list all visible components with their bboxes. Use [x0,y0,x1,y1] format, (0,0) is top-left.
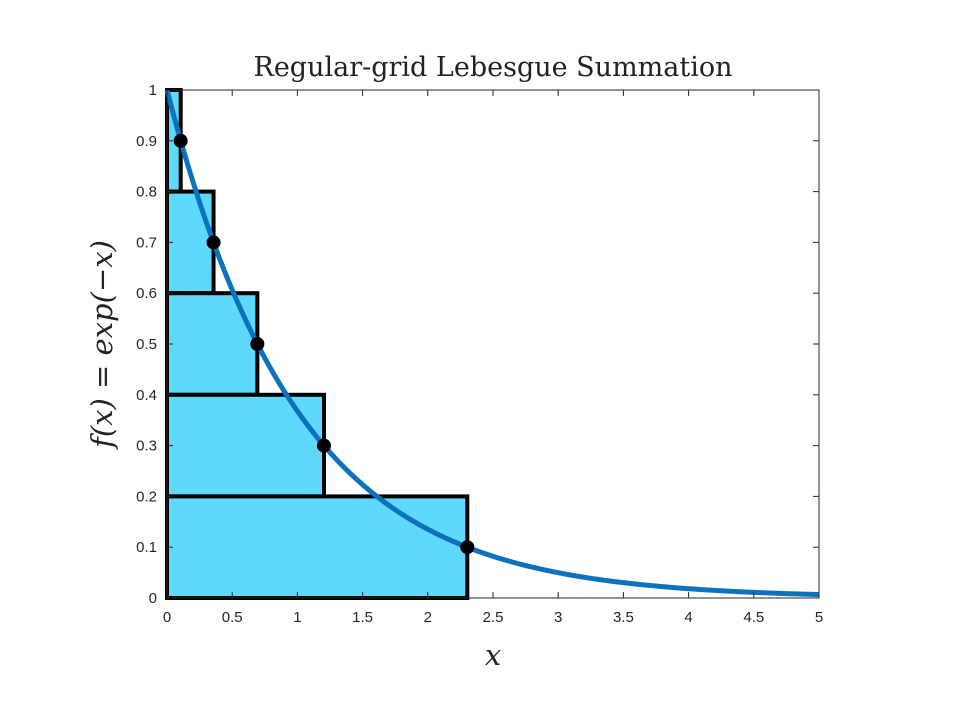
chart-title: Regular-grid Lebesgue Summation [253,52,732,83]
y-tick-label: 0.3 [136,438,157,455]
y-tick-label: 0.9 [136,133,157,150]
x-tick-label: 2.5 [483,609,504,626]
x-tick-label: 4.5 [743,609,764,626]
sample-point-5 [460,540,475,555]
curve-layer [164,89,820,598]
x-tick-label: 1.5 [352,609,373,626]
y-tick-label: 0.5 [136,336,157,353]
exp-curve [164,89,820,598]
y-tick-label: 0.2 [136,488,157,505]
x-tick-label: 3.5 [613,609,634,626]
y-tick-label: 0.7 [136,234,157,251]
x-tick-label: 5 [815,609,823,626]
y-tick-label: 0.4 [136,387,157,404]
x-tick-label: 0.5 [222,609,243,626]
points-layer [173,133,475,555]
lebesgue-rect-5 [165,494,470,600]
lebesgue-rect-4 [165,392,327,499]
y-tick-label: 0.6 [136,285,157,302]
x-tick-label: 2 [424,609,432,626]
x-tick-label: 3 [554,609,562,626]
y-tick-label: 0.1 [136,539,157,556]
y-tick-label: 0 [149,590,157,607]
x-tick-label: 0 [163,609,171,626]
rectangles-layer [165,88,470,600]
y-axis-label: f(x) = exp(−x) [85,240,119,450]
x-tick-label: 1 [293,609,301,626]
x-tick-label: 4 [684,609,692,626]
y-tick-label: 0.8 [136,184,157,201]
sample-point-3 [250,337,265,351]
sample-point-2 [206,235,221,250]
sample-point-4 [317,438,332,453]
lebesgue-rect-3 [165,291,260,397]
sample-point-1 [173,133,188,148]
x-axis-label: x [485,638,501,672]
y-tick-label: 1 [149,82,157,99]
ticks-layer: 0 0.5 1 1.5 2 2.5 3 3.5 4 4.5 5 0 0.1 0.2 0.3 0.4 0.5 0.6… [136,82,823,626]
